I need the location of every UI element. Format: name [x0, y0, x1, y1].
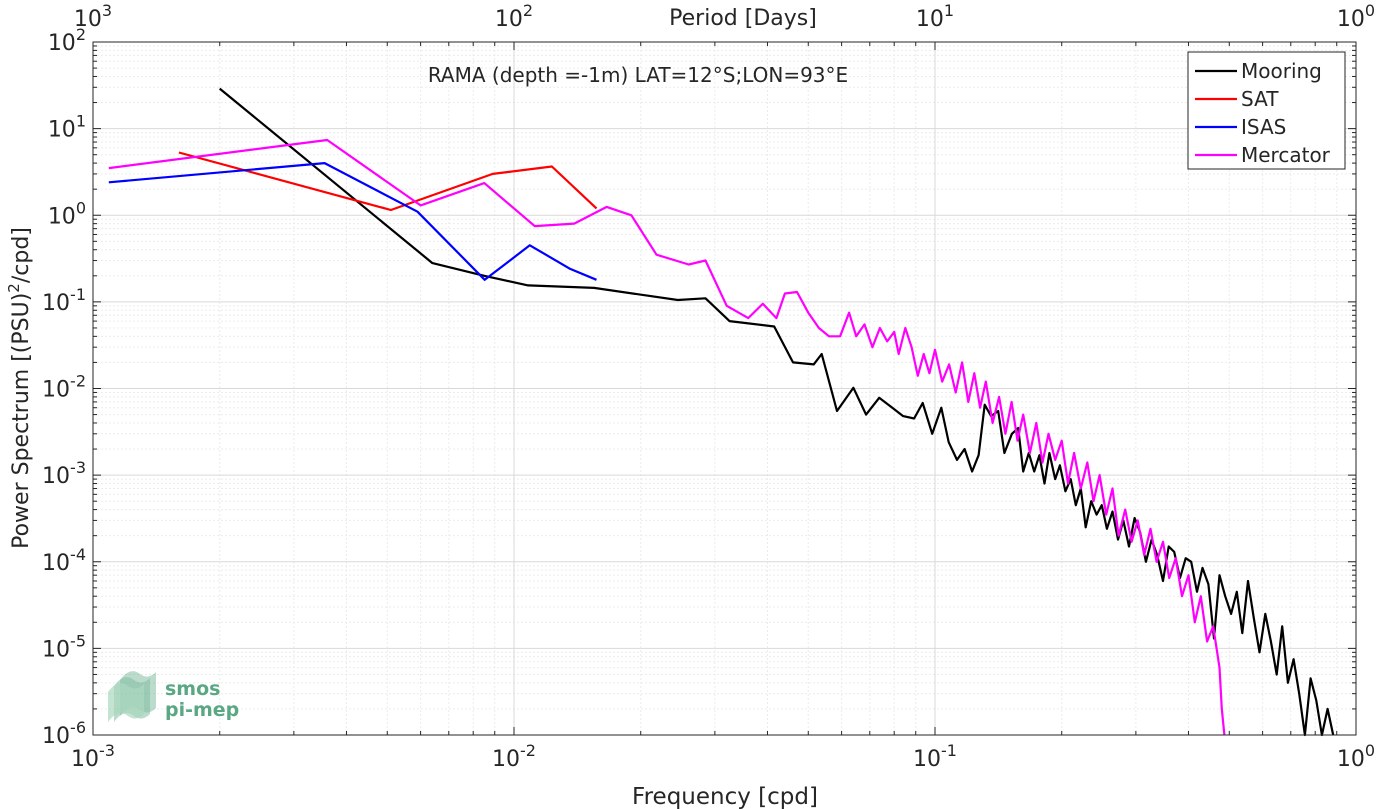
logo-text-smos: smos	[165, 678, 220, 700]
x2-tick-label: 100	[1337, 1, 1375, 32]
legend-label-mooring: Mooring	[1241, 59, 1322, 83]
chart-title: RAMA (depth =-1m) LAT=12°S;LON=93°E	[428, 63, 848, 87]
y-tick-label: 10-1	[42, 285, 86, 316]
y-tick-label: 101	[48, 112, 86, 143]
x2-tick-label: 101	[916, 1, 954, 32]
top-axis-label: Period [Days]	[669, 6, 817, 31]
x-tick-label: 100	[1337, 741, 1375, 772]
legend: Mooring SAT ISAS Mercator	[1187, 51, 1346, 170]
x2-tick-label: 103	[74, 1, 112, 32]
series-line-mooring	[219, 87, 1335, 737]
series-line-mercator	[108, 138, 1226, 736]
x-tick-label: 10-2	[492, 741, 536, 772]
y-tick-label: 10-4	[42, 545, 86, 576]
y-tick-label: 10-3	[42, 458, 86, 489]
y-tick-label: 10-2	[42, 372, 86, 403]
legend-label-isas: ISAS	[1241, 115, 1286, 139]
x-tick-label: 10-3	[71, 741, 115, 772]
legend-label-mercator: Mercator	[1241, 143, 1331, 167]
y-tick-label: 10-5	[42, 631, 86, 662]
series-layer	[108, 87, 1335, 737]
x-tick-label: 10-1	[913, 741, 957, 772]
series-line-sat	[178, 151, 598, 212]
y-tick-label: 102	[48, 25, 86, 56]
logo-text-pi-mep: pi-mep	[165, 699, 239, 721]
y-tick-label: 10-6	[42, 718, 86, 749]
x-axis-label: Frequency [cpd]	[632, 784, 818, 809]
legend-label-sat: SAT	[1241, 87, 1279, 111]
minor-grid	[93, 42, 1356, 735]
y-axis-label: Power Spectrum [(PSU)2/cpd]	[5, 227, 34, 549]
x2-tick-label: 102	[495, 1, 533, 32]
tick-marks	[92, 41, 1357, 736]
wave-logo-icon	[108, 671, 156, 722]
series-line-isas	[108, 162, 597, 281]
smos-pi-mep-logo: smos pi-mep	[108, 671, 239, 722]
y-tick-label: 100	[48, 198, 86, 229]
